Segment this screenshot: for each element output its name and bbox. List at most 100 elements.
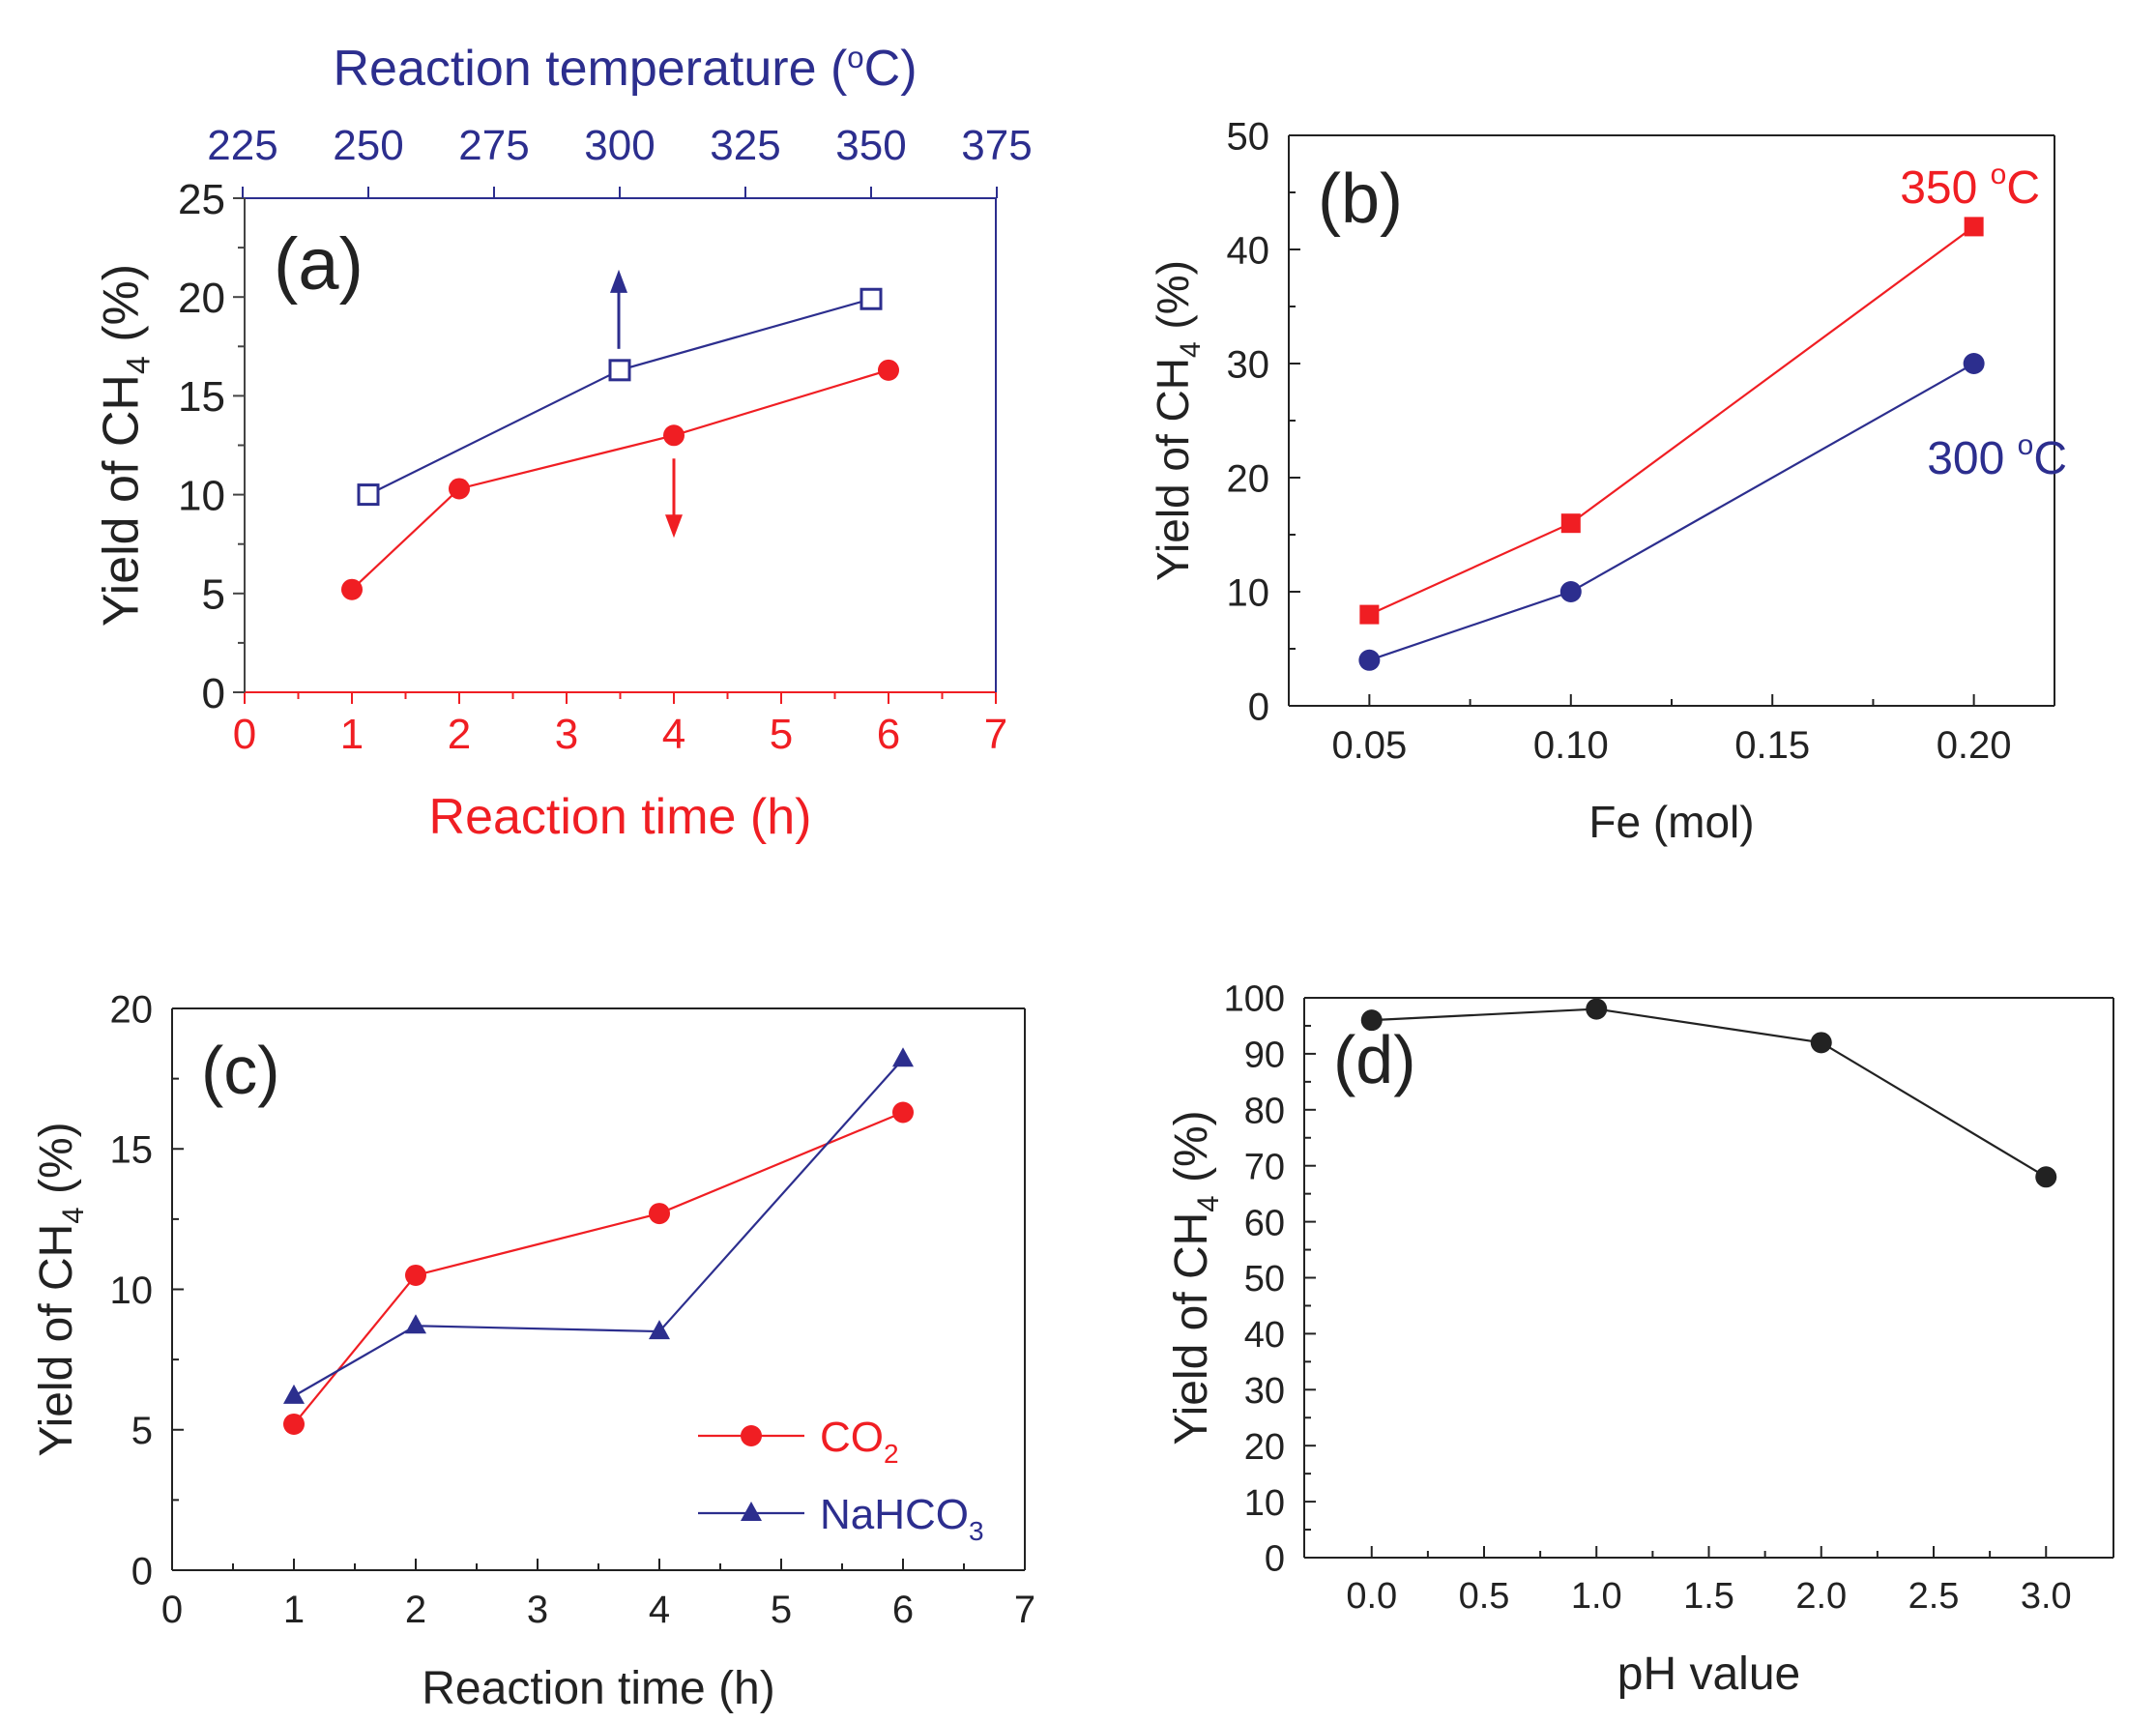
legend-label: NaHCO3 [820,1491,984,1546]
arrow-head-up [610,269,627,293]
series-label-degree: o [2018,429,2034,461]
data-point [649,1203,670,1225]
x-tick-label: 5 [771,1589,792,1631]
data-point [1560,513,1581,534]
y-tick-label: 20 [110,988,154,1031]
y-axis-title-main: Yield of CH [1166,1212,1217,1445]
series-label-value: 350 [1900,162,1990,214]
y-axis-title: Yield of CH4 (%) [94,264,158,627]
y-tick-label: 30 [1244,1371,1285,1412]
y-axis-title-main: Yield of CH [31,1224,82,1457]
data-point [1358,649,1381,671]
x-tick-label: 1.0 [1571,1576,1622,1617]
x-tick-label: 1.5 [1683,1576,1734,1617]
x-tick-label: 5 [770,711,793,758]
y-tick-label: 0 [1265,1539,1285,1580]
data-point [283,1413,305,1435]
y-axis-title: Yield of CH4 (%) [1166,1110,1225,1445]
y-tick-label: 15 [110,1129,154,1172]
data-point [405,1314,426,1334]
data-point [341,578,363,600]
data-point [1963,353,1985,374]
series-line [1368,225,1975,616]
y-axis-title-main: Yield of CH [1148,358,1198,581]
top-tick-label: 375 [961,122,1032,169]
panel-a-yield-vs-time-and-temperature: 0 1 2 3 4 5 6 7 0 5 10 15 20 25 225 250 275 300 325 350 375 R… [94,41,1033,845]
y-tick-label: 0 [1248,686,1269,728]
panel-label: (a) [274,223,364,306]
legend-label: CO2 [820,1414,899,1469]
data-point [892,1047,914,1067]
series-line [293,1058,904,1397]
x-tick-label: 7 [984,711,1007,758]
y-tick-label: 40 [1244,1315,1285,1356]
top-tick-label: 325 [710,122,780,169]
top-axis-title: Reaction temperature (oC) [333,41,917,97]
panel-b-yield-vs-fe: 0.05 0.10 0.15 0.20 0 10 20 30 40 50 Fe (mol) Yield… [1148,115,2067,847]
y-tick-label: 50 [1227,115,1270,158]
x-tick-label: 0.0 [1346,1576,1397,1617]
data-point [357,483,380,507]
series-line [1369,363,1975,661]
panel-label: (b) [1318,161,1403,238]
x-tick-label: 4 [649,1589,670,1631]
top-tick-label: 350 [835,122,906,169]
y-tick-label: 20 [178,275,225,322]
data-point [878,359,899,381]
series-label: 300 oC [1927,429,2067,484]
x-tick-label: 2.0 [1795,1576,1847,1617]
legend: CO2 NaHCO3 [698,1414,984,1546]
y-tick-label: 60 [1244,1203,1285,1243]
y-tick-label: 30 [1227,343,1270,386]
series-line [293,1111,904,1425]
panel-label: (c) [201,1033,280,1108]
top-axis-title-tail: C) [864,41,918,97]
y-tick-label: 80 [1244,1091,1285,1131]
legend-marker [741,1425,762,1446]
data-point [1964,217,1984,237]
y-tick-label: 70 [1244,1147,1285,1187]
x-tick-label: 0.5 [1459,1576,1510,1617]
y-tick-label: 20 [1227,457,1270,500]
data-point [1586,998,1608,1020]
y-axis-title-subscript: 4 [56,1207,90,1223]
x-tick-label: 6 [892,1589,914,1631]
y-tick-label: 10 [1244,1483,1285,1524]
panel-d-yield-vs-ph: 0.0 0.5 1.0 1.5 2.0 2.5 3.0 0 10 20 30 40 50 60 70 80 90… [1166,979,2114,1700]
series-line [1371,1007,2047,1179]
top-tick-label: 225 [207,122,277,169]
y-tick-label: 25 [178,176,225,223]
panel-label: (d) [1333,1022,1416,1097]
y-tick-label: 5 [131,1410,153,1452]
top-tick-label: 250 [333,122,403,169]
series-label-unit: C [2033,433,2067,484]
x-tick-label: 3 [555,711,578,758]
top-tick-label: 300 [584,122,655,169]
data-point [1360,1009,1383,1032]
arrow-head-down [665,514,683,539]
x-tick-label: 1 [283,1589,305,1631]
y-tick-label: 50 [1244,1259,1285,1299]
y-axis-title-main: Yield of CH [94,374,150,627]
top-tick-label: 275 [458,122,529,169]
y-axis-title: Yield of CH4 (%) [1148,260,1207,581]
legend-label-main: CO [820,1414,884,1461]
panel-c-yield-co2-vs-nahco3: 0 1 2 3 4 5 6 7 0 5 10 15 20 Reaction time (h) Yield o… [31,988,1035,1714]
y-tick-label: 10 [178,472,225,519]
y-tick-label: 100 [1224,979,1285,1020]
y-tick-label: 20 [1244,1427,1285,1468]
y-axis-title-subscript: 4 [1191,1195,1225,1211]
legend-label-subscript: 2 [884,1439,899,1469]
x-tick-label: 0.10 [1533,724,1609,767]
series-label-degree: o [1991,159,2007,190]
y-tick-label: 10 [1227,571,1270,614]
x-axis-title: pH value [1617,1649,1800,1700]
data-point [2035,1166,2057,1188]
top-axis-title-main: Reaction temperature ( [333,41,847,97]
y-axis-title-subscript: 4 [121,356,158,374]
x-tick-label: 0.20 [1937,724,2012,767]
data-point [283,1384,305,1404]
y-axis-title-tail: (%) [94,264,150,356]
legend-label-subscript: 3 [969,1516,984,1546]
